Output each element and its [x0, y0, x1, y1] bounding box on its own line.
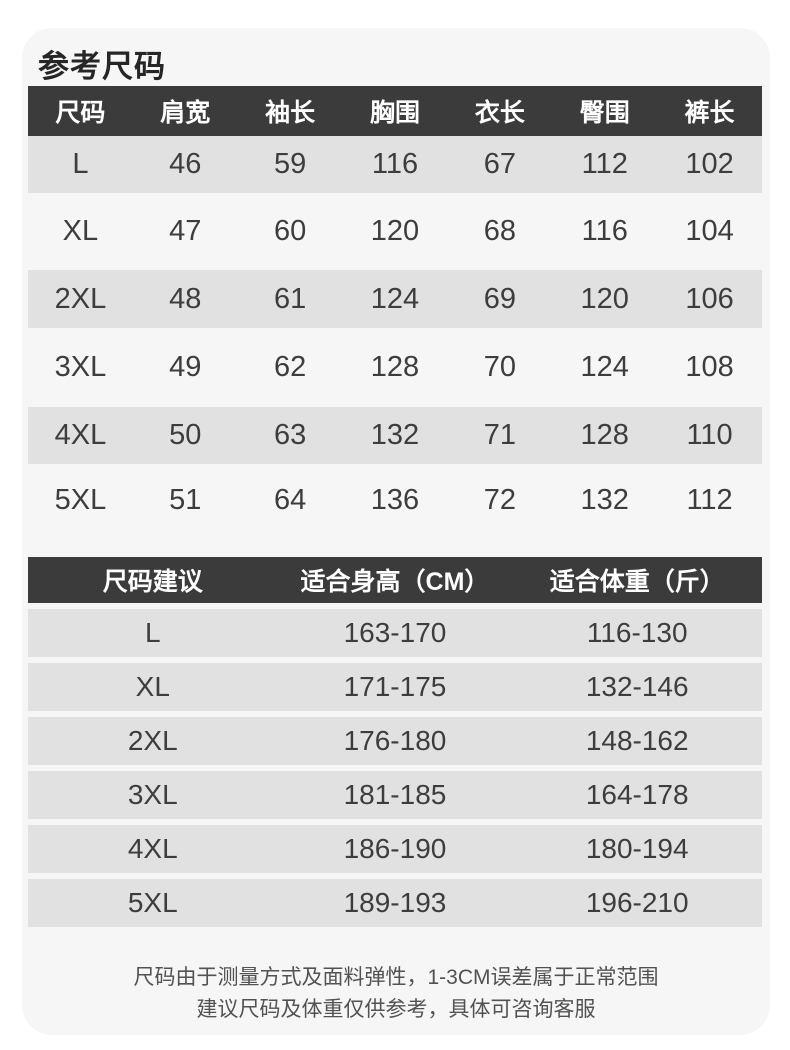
cell-value: 120	[580, 282, 629, 315]
cell-weight: 196-210	[585, 887, 689, 918]
cell-value: 68	[483, 215, 516, 247]
cell-value: 51	[169, 483, 202, 516]
header-chest: 胸围	[369, 99, 420, 127]
cell-value: 116	[371, 148, 419, 180]
cell-value: 48	[169, 282, 202, 315]
cell-value: 132	[370, 419, 420, 451]
cell-value: 62	[274, 351, 307, 383]
cell-value: 124	[370, 282, 420, 315]
cell-value: 69	[483, 282, 516, 315]
header-height-range: 适合身高（CM）	[300, 568, 490, 596]
cell-value: 116	[581, 215, 628, 247]
cell-value: 106	[685, 282, 734, 315]
cell-weight: 164-178	[585, 779, 689, 810]
page-title: 参考尺码	[38, 49, 166, 84]
cell-size: 3XL	[54, 351, 107, 383]
header-weight-range: 适合体重（斤）	[549, 568, 725, 596]
cell-value: 120	[370, 215, 420, 247]
cell-value: 61	[274, 282, 307, 315]
cell-value: 47	[169, 215, 202, 247]
cell-value: 60	[274, 215, 307, 247]
cell-size: XL	[135, 671, 170, 702]
cell-size: L	[144, 617, 161, 648]
cell-size: 2XL	[127, 725, 178, 756]
cell-value: 46	[169, 148, 202, 180]
cell-weight: 116-130	[586, 617, 688, 648]
cell-value: 71	[483, 419, 516, 451]
cell-value: 132	[580, 483, 629, 516]
header-size-suggestion: 尺码建议	[102, 568, 203, 596]
cell-size: XL	[62, 215, 99, 247]
cell-height: 171-175	[343, 671, 447, 702]
cell-value: 110	[686, 419, 733, 451]
table-row: 3XL 181-185 164-178	[28, 771, 762, 819]
cell-height: 181-185	[343, 779, 447, 810]
suggestion-table-header: 尺码建议 适合身高（CM） 适合体重（斤）	[28, 557, 762, 603]
cell-value: 136	[370, 483, 420, 516]
table-row: 4XL 186-190 180-194	[28, 825, 762, 873]
measurement-table: 尺码 肩宽 袖长 胸围 衣长 臀围 裤长 L 46 59 116 67 112 …	[28, 86, 762, 536]
cell-height: 186-190	[343, 833, 447, 864]
header-hip: 臀围	[579, 99, 630, 127]
cell-weight: 180-194	[585, 833, 689, 864]
cell-value: 112	[686, 483, 733, 516]
table-row: XL 47 60 120 68 116 104	[28, 193, 762, 270]
disclaimer-line-2: 建议尺码及体重仅供参考，具体可咨询客服	[196, 998, 596, 1021]
cell-value: 67	[483, 148, 516, 180]
cell-value: 108	[685, 351, 734, 383]
disclaimer-line-1: 尺码由于测量方式及面料弹性，1-3CM误差属于正常范围	[133, 966, 659, 989]
cell-size: L	[72, 148, 89, 180]
cell-size: 4XL	[54, 419, 107, 451]
cell-value: 72	[483, 483, 516, 516]
header-size: 尺码	[55, 99, 106, 127]
cell-value: 50	[169, 419, 202, 451]
size-disclaimer: 尺码由于测量方式及面料弹性，1-3CM误差属于正常范围 建议尺码及体重仅供参考，…	[22, 962, 770, 1026]
cell-height: 189-193	[343, 887, 447, 918]
size-chart-card: 参考尺码 尺码 肩宽 袖长 胸围 衣长 臀围 裤长 L 46 59 116 67…	[22, 28, 770, 1035]
cell-size: 3XL	[127, 779, 178, 810]
cell-height: 163-170	[343, 617, 447, 648]
cell-weight: 148-162	[585, 725, 689, 756]
cell-value: 70	[483, 351, 516, 383]
cell-value: 63	[274, 419, 307, 451]
cell-size: 5XL	[54, 483, 107, 516]
cell-value: 128	[370, 351, 420, 383]
cell-value: 59	[274, 148, 307, 180]
table-row: 5XL 189-193 196-210	[28, 879, 762, 927]
cell-value: 64	[274, 483, 307, 516]
suggestion-table: 尺码建议 适合身高（CM） 适合体重（斤） L 163-170 116-130 …	[28, 557, 762, 927]
table-row: 4XL 50 63 132 71 128 110	[28, 407, 762, 464]
table-row: L 46 59 116 67 112 102	[28, 136, 762, 193]
header-shoulder: 肩宽	[160, 99, 211, 127]
header-sleeve: 袖长	[265, 99, 316, 127]
table-row: L 163-170 116-130	[28, 609, 762, 657]
cell-value: 104	[685, 215, 734, 247]
cell-value: 124	[580, 351, 629, 383]
table-row: 5XL 51 64 136 72 132 112	[28, 464, 762, 536]
cell-value: 102	[685, 148, 734, 180]
cell-size: 5XL	[127, 887, 178, 918]
table-row: XL 171-175 132-146	[28, 663, 762, 711]
table-row: 2XL 176-180 148-162	[28, 717, 762, 765]
cell-value: 128	[580, 419, 629, 451]
cell-weight: 132-146	[585, 671, 689, 702]
cell-value: 112	[581, 148, 628, 180]
table-row: 2XL 48 61 124 69 120 106	[28, 270, 762, 328]
cell-size: 4XL	[127, 833, 178, 864]
cell-size: 2XL	[54, 282, 107, 315]
cell-value: 49	[169, 351, 202, 383]
header-pants: 裤长	[684, 99, 735, 127]
header-length: 衣长	[474, 99, 525, 127]
cell-height: 176-180	[343, 725, 447, 756]
measurement-table-header: 尺码 肩宽 袖长 胸围 衣长 臀围 裤长	[28, 86, 762, 136]
table-row: 3XL 49 62 128 70 124 108	[28, 328, 762, 407]
